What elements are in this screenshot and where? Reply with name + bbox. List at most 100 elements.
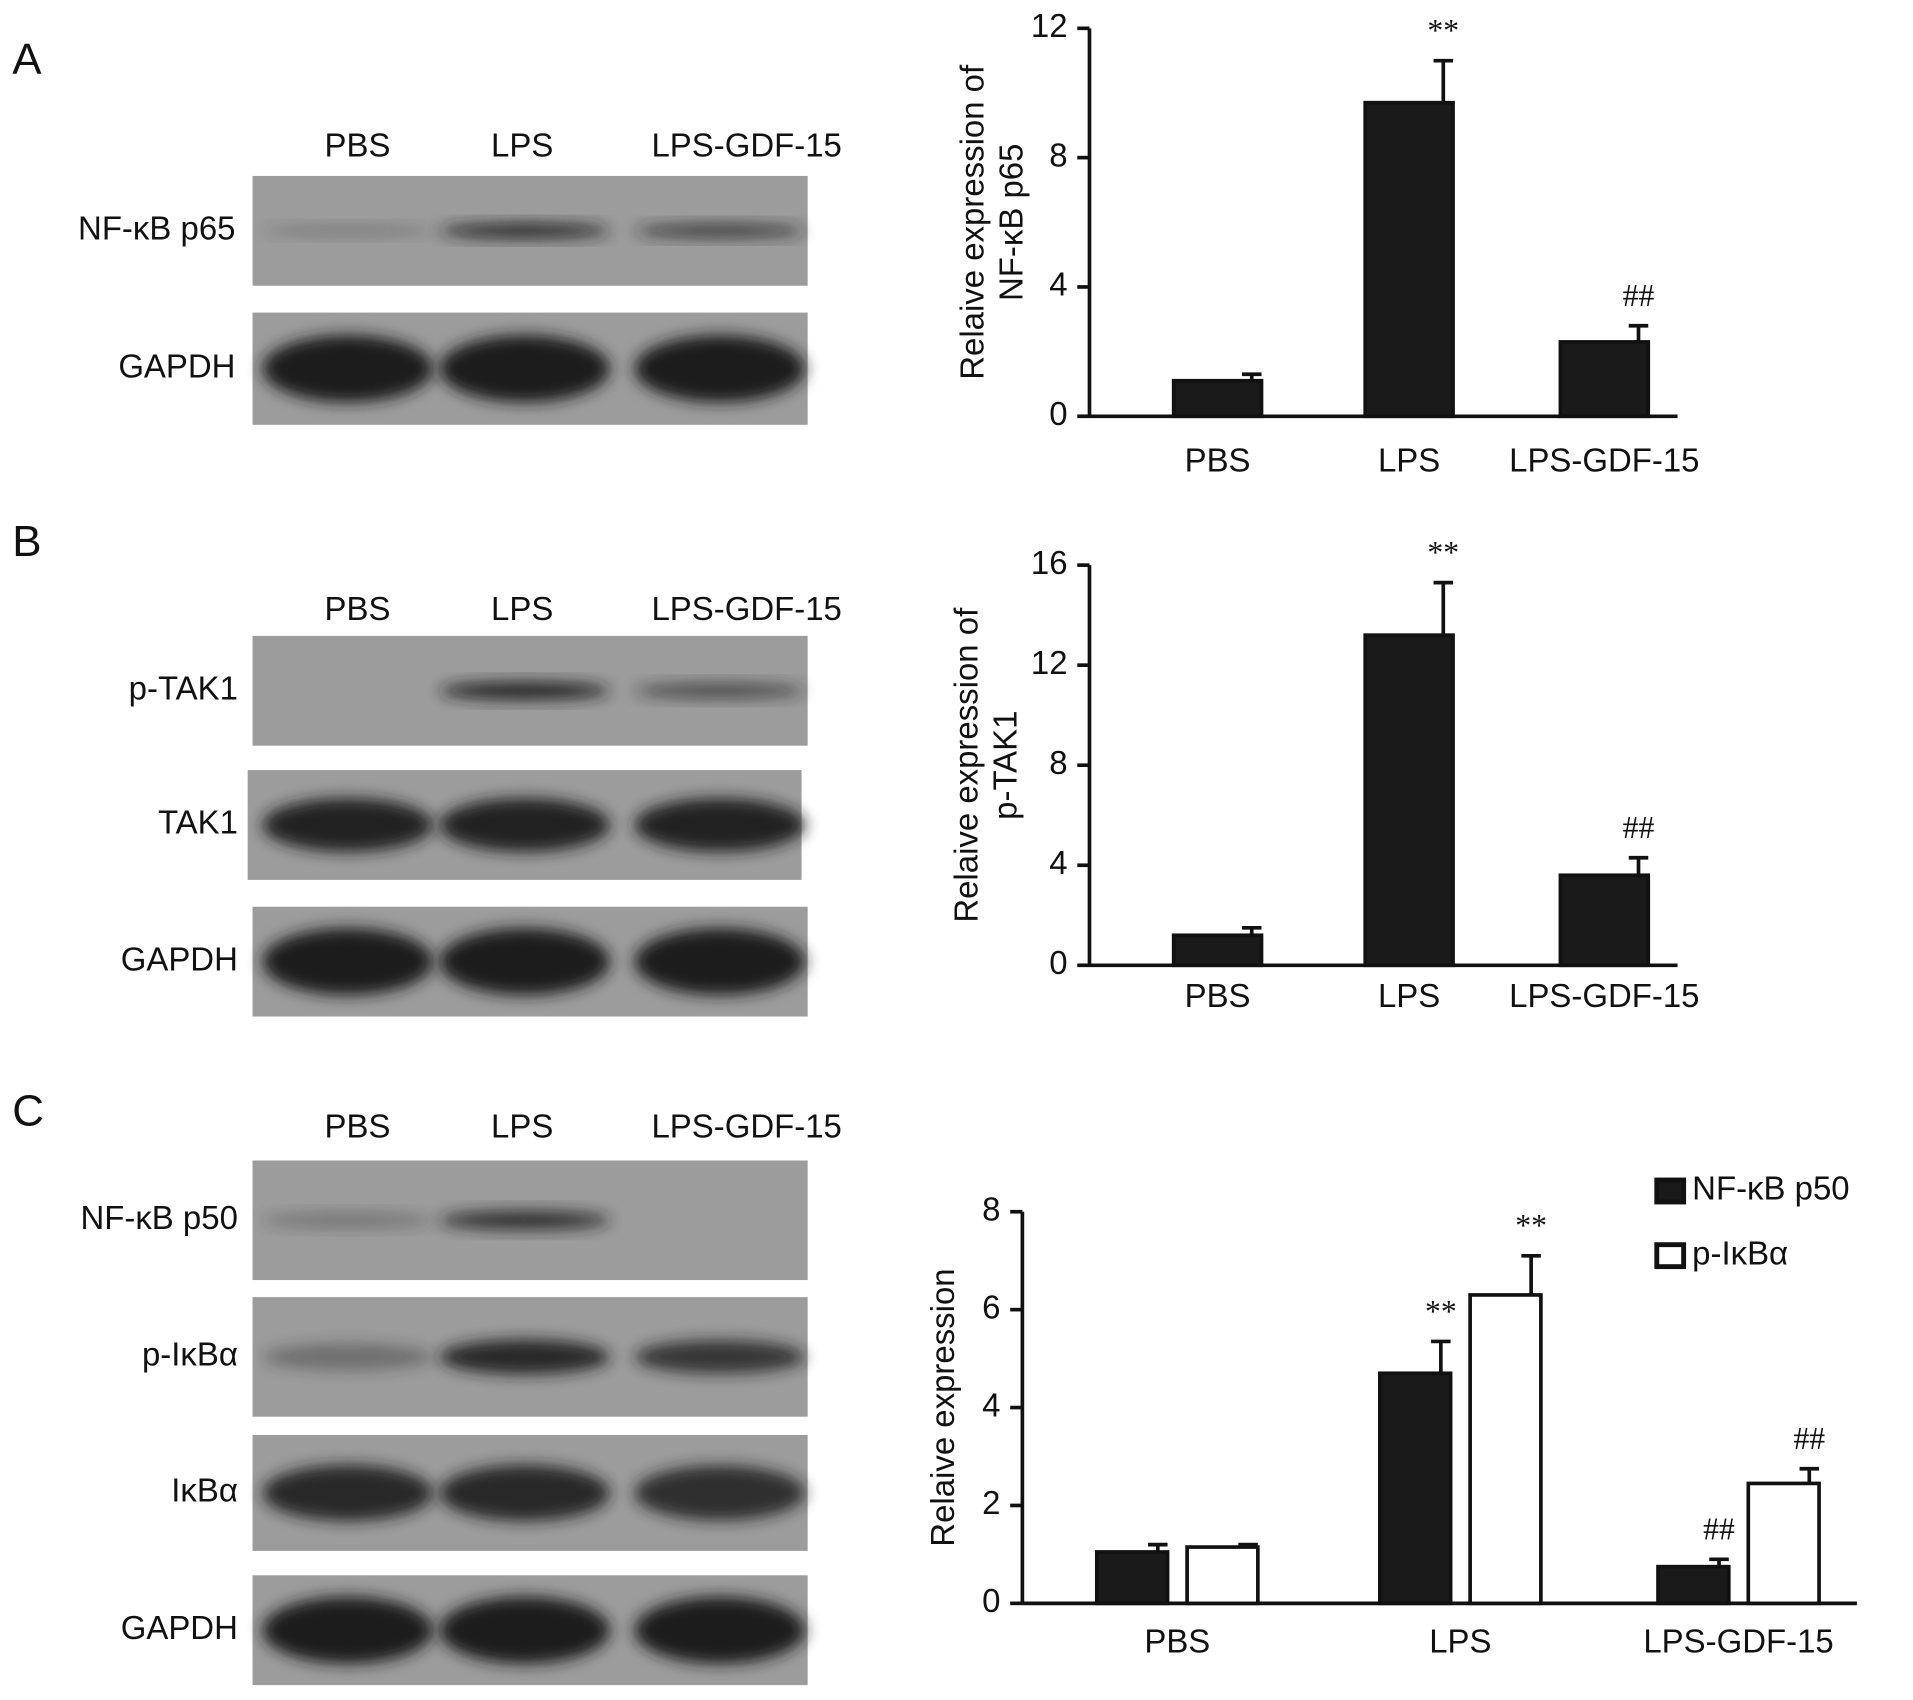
significance-label: **: [1427, 13, 1459, 48]
significance-label: ##: [1623, 278, 1655, 313]
legend-swatch: [1654, 1242, 1687, 1270]
blot-row-label: p-IκBα: [142, 1336, 238, 1373]
x-tick-label: LPS: [1429, 1622, 1491, 1659]
x-tick-label: PBS: [1185, 441, 1251, 478]
bar: [1171, 378, 1264, 419]
y-axis-label: Relaive expression of: [947, 607, 984, 923]
blot-band: [439, 1596, 611, 1664]
x-tick-label: LPS: [1378, 977, 1440, 1014]
legend-label: NF-κB p50: [1692, 1170, 1849, 1207]
bar: [1171, 933, 1264, 968]
blot-band: [634, 335, 806, 403]
blot-band: [634, 1596, 806, 1664]
blot-band: [439, 681, 611, 701]
y-axis-label: Relaive expression: [924, 1268, 961, 1546]
y-tick-label: 0: [982, 1582, 1000, 1619]
y-axis-label: p-TAK1: [986, 711, 1023, 820]
blot-band: [439, 1210, 611, 1231]
blot-band: [439, 928, 611, 996]
bar: [1363, 100, 1455, 419]
lane-label: PBS: [325, 127, 391, 164]
blot-band: [262, 798, 434, 852]
y-tick-label: 4: [982, 1386, 1000, 1423]
blot-band: [634, 223, 806, 239]
lane-label: LPS: [491, 127, 553, 164]
legend-swatch: [1654, 1177, 1687, 1205]
blot-band: [634, 928, 806, 996]
blot-band: [262, 1464, 434, 1522]
y-tick-label: 8: [1049, 136, 1067, 173]
significance-label: **: [1515, 1208, 1547, 1243]
blot-row-label: GAPDH: [121, 940, 238, 977]
bar: [1185, 1545, 1260, 1606]
blot-band: [439, 1464, 611, 1522]
blot-band: [262, 335, 434, 403]
blot-row-label: p-TAK1: [129, 669, 238, 706]
significance-label: ##: [1623, 810, 1655, 845]
blot-band: [634, 682, 806, 699]
y-tick-label: 8: [982, 1190, 1000, 1227]
y-tick-label: 0: [1049, 395, 1067, 432]
y-axis-label: Relaive expression of: [954, 64, 991, 380]
legend-label: p-IκBα: [1692, 1234, 1788, 1271]
lane-label: LPS: [491, 590, 553, 627]
blot-band: [634, 798, 806, 852]
lane-label: LPS-GDF-15: [651, 590, 841, 627]
blot-band: [262, 1343, 434, 1371]
bar: [1746, 1481, 1821, 1606]
y-tick-label: 4: [1049, 844, 1067, 881]
panel-letter: C: [12, 1087, 44, 1136]
significance-label: **: [1427, 535, 1459, 570]
y-tick-label: 8: [1049, 744, 1067, 781]
lane-label: LPS-GDF-15: [651, 1107, 841, 1144]
blot-row-label: GAPDH: [121, 1609, 238, 1646]
bar: [1468, 1293, 1543, 1606]
panel-letter: A: [12, 35, 42, 84]
blot-row-label: TAK1: [158, 804, 238, 841]
y-tick-label: 12: [1031, 7, 1068, 44]
significance-label: ##: [1703, 1512, 1735, 1547]
x-tick-label: LPS-GDF-15: [1509, 977, 1699, 1014]
x-tick-label: LPS-GDF-15: [1643, 1622, 1833, 1659]
lane-label: PBS: [325, 1107, 391, 1144]
x-tick-label: PBS: [1144, 1622, 1210, 1659]
bar: [1558, 340, 1651, 419]
x-tick-label: LPS-GDF-15: [1509, 441, 1699, 478]
blot-row-label: NF-κB p65: [78, 210, 235, 247]
blot-band: [439, 798, 611, 852]
y-tick-label: 0: [1049, 944, 1067, 981]
panel-letter: B: [12, 517, 41, 566]
bar: [1378, 1371, 1453, 1606]
y-axis-label: NF-κB p65: [993, 144, 1030, 301]
x-tick-label: LPS: [1378, 441, 1440, 478]
bar: [1094, 1550, 1170, 1606]
significance-label: ##: [1793, 1421, 1825, 1456]
y-tick-label: 16: [1031, 544, 1068, 581]
blot-row-label: NF-κB p50: [80, 1199, 237, 1236]
blot-row-label: IκBα: [171, 1472, 238, 1509]
blot-band: [262, 1212, 434, 1229]
y-tick-label: 12: [1031, 644, 1068, 681]
y-tick-label: 4: [1049, 266, 1067, 303]
y-tick-label: 2: [982, 1484, 1000, 1521]
bar: [1558, 873, 1651, 968]
blot-band: [439, 335, 611, 403]
x-tick-label: PBS: [1185, 977, 1251, 1014]
y-tick-label: 6: [982, 1288, 1000, 1325]
blot-row-label: GAPDH: [118, 347, 235, 384]
significance-label: **: [1425, 1294, 1457, 1329]
blot-band: [262, 224, 434, 237]
blot-band: [634, 1465, 806, 1521]
lane-label: PBS: [325, 590, 391, 627]
bar: [1363, 633, 1455, 968]
blot-band: [439, 222, 611, 239]
lane-label: LPS: [491, 1107, 553, 1144]
blot-band: [634, 1340, 806, 1374]
blot-band: [262, 1596, 434, 1664]
blot-band: [262, 928, 434, 996]
bar: [1656, 1564, 1731, 1606]
lane-label: LPS-GDF-15: [651, 127, 841, 164]
blot-band: [439, 1339, 611, 1375]
